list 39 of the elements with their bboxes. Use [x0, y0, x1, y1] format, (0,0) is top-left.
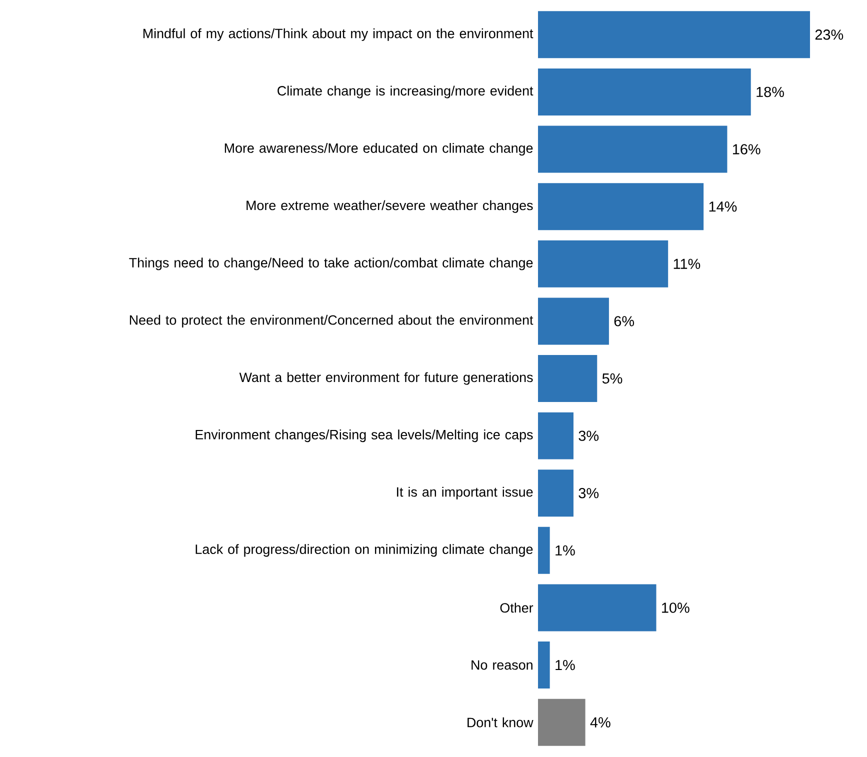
y-tick-label: It is an important issue — [397, 486, 533, 500]
bar — [538, 584, 656, 632]
y-tick-label: Want a better environment for future generations — [239, 372, 533, 385]
bar — [538, 642, 550, 689]
data-label: 18% — [756, 86, 784, 98]
data-label: 14% — [709, 202, 737, 212]
y-tick-label: More awareness/More educated on climate change — [224, 143, 533, 156]
data-label: 4% — [590, 717, 610, 728]
bar — [538, 298, 609, 345]
bar — [538, 470, 574, 517]
data-label: 1% — [556, 660, 575, 670]
data-label: 1% — [556, 545, 575, 556]
data-label: 10% — [662, 602, 690, 613]
data-label: 3% — [578, 430, 599, 441]
data-label: 6% — [614, 316, 634, 326]
data-label: 11% — [674, 258, 700, 269]
bar — [538, 183, 704, 230]
data-label: 16% — [732, 144, 760, 154]
y-tick-label: Mindful of my actions/Think about my impact on the environment — [143, 28, 534, 41]
y-tick-label: Things need to change/Need to take action/combat climate change — [129, 258, 533, 270]
data-label: 5% — [602, 373, 622, 384]
data-label: 23% — [815, 30, 844, 40]
bar — [538, 355, 598, 402]
bar — [538, 11, 810, 58]
bar — [538, 698, 586, 746]
y-tick-label: No reason — [472, 660, 532, 670]
bar — [538, 126, 728, 173]
bar — [538, 68, 751, 116]
bar — [538, 240, 668, 288]
y-tick-label: More extreme weather/severe weather changes — [246, 200, 533, 213]
bar — [538, 412, 574, 460]
y-tick-label: Lack of progress/direction on minimizing climate change — [196, 544, 533, 557]
data-label: 3% — [578, 488, 599, 498]
y-tick-label: Other — [500, 602, 534, 613]
y-tick-label: Climate change is increasing/more evident — [278, 86, 534, 98]
y-tick-label: Need to protect the environment/Concerned about the environment — [130, 314, 534, 328]
y-tick-label: Environment changes/Rising sea levels/Melting ice caps — [196, 430, 533, 442]
y-tick-label: Don't know — [468, 717, 534, 728]
bar — [538, 526, 550, 574]
